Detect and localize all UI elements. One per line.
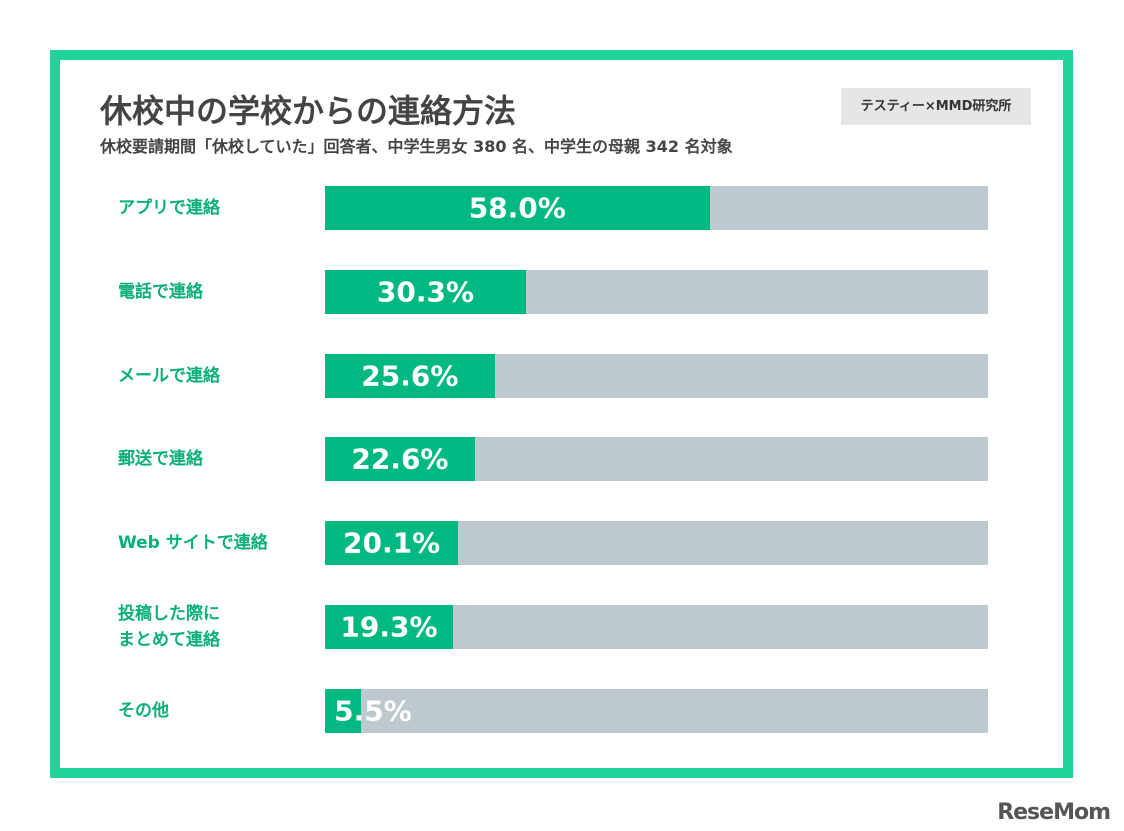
bar (325, 353, 495, 398)
bar (325, 688, 362, 733)
bar (325, 186, 710, 230)
value-label: 22.6% (351, 442, 449, 476)
bar (325, 269, 526, 314)
category-label: メールで連絡 (118, 365, 220, 386)
chart-title: 休校中の学校からの連絡方法 (100, 92, 517, 130)
frame (50, 50, 1073, 778)
category-label: 電話で連絡 (118, 281, 203, 302)
value-label: 19.3% (340, 610, 438, 644)
category-label: その他 (118, 700, 169, 721)
category-label: 投稿した際に まとめて連絡 (118, 604, 220, 650)
category-label: Web サイトで連絡 (118, 533, 268, 554)
watermark: ReseMom (997, 800, 1111, 825)
category-label: 郵送で連絡 (118, 449, 203, 470)
chart-subtitle: 休校要請期間「休校していた」回答者、中学生男女 380 名、中学生の母親 342… (100, 137, 733, 156)
value-label: 25.6% (361, 359, 459, 393)
value-label: 5.5% (334, 694, 412, 728)
bar (325, 605, 453, 649)
bar (325, 437, 475, 482)
source-badge: テスティー×MMD研究所 (841, 88, 1031, 125)
bar (325, 521, 459, 566)
value-label: 30.3% (376, 275, 475, 309)
value-label: 58.0% (468, 191, 566, 225)
category-label: アプリで連絡 (118, 198, 220, 218)
value-label: 20.1% (343, 526, 441, 560)
bar-track (325, 688, 988, 733)
